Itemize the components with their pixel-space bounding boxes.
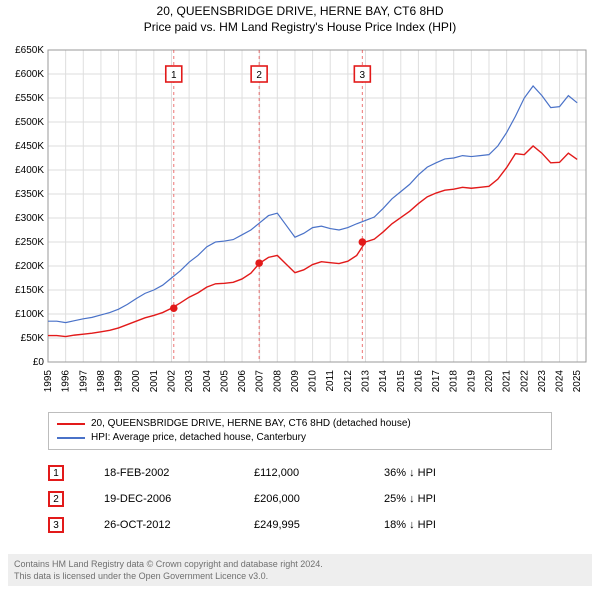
svg-text:2010: 2010 xyxy=(308,370,319,393)
sale-price: £112,000 xyxy=(254,467,384,479)
sale-row: 3 26-OCT-2012£249,99518% ↓ HPI xyxy=(48,512,552,538)
svg-text:2005: 2005 xyxy=(219,370,230,393)
svg-text:3: 3 xyxy=(360,70,366,81)
sale-price: £249,995 xyxy=(254,519,384,531)
sale-date: 19-DEC-2006 xyxy=(104,493,254,505)
svg-text:2015: 2015 xyxy=(396,370,407,393)
sale-diff: 25% ↓ HPI xyxy=(384,493,484,505)
svg-text:2001: 2001 xyxy=(149,370,160,393)
svg-text:2022: 2022 xyxy=(519,370,530,393)
svg-text:2002: 2002 xyxy=(166,370,177,393)
svg-text:2: 2 xyxy=(256,70,262,81)
legend-item: 20, QUEENSBRIDGE DRIVE, HERNE BAY, CT6 8… xyxy=(57,417,543,431)
sale-row: 1 18-FEB-2002£112,00036% ↓ HPI xyxy=(48,460,552,486)
svg-text:£50K: £50K xyxy=(21,333,45,344)
svg-text:£250K: £250K xyxy=(15,237,44,248)
footer-line1: Contains HM Land Registry data © Crown c… xyxy=(14,558,586,570)
svg-text:£300K: £300K xyxy=(15,213,44,224)
svg-text:£500K: £500K xyxy=(15,117,44,128)
svg-text:2006: 2006 xyxy=(237,370,248,393)
sale-diff: 18% ↓ HPI xyxy=(384,519,484,531)
legend-label: 20, QUEENSBRIDGE DRIVE, HERNE BAY, CT6 8… xyxy=(91,417,411,431)
legend-swatch xyxy=(57,423,85,425)
svg-text:1: 1 xyxy=(171,70,177,81)
svg-text:1997: 1997 xyxy=(78,370,89,393)
sales-table: 1 18-FEB-2002£112,00036% ↓ HPI 2 19-DEC-200… xyxy=(48,460,552,538)
svg-text:2024: 2024 xyxy=(555,370,566,393)
svg-text:2023: 2023 xyxy=(537,370,548,393)
svg-text:2003: 2003 xyxy=(184,370,195,393)
svg-text:£0: £0 xyxy=(33,357,45,368)
chart-title-block: 20, QUEENSBRIDGE DRIVE, HERNE BAY, CT6 8… xyxy=(0,0,600,34)
svg-text:1996: 1996 xyxy=(61,370,72,393)
svg-text:2013: 2013 xyxy=(361,370,372,393)
sale-date: 26-OCT-2012 xyxy=(104,519,254,531)
svg-text:2008: 2008 xyxy=(272,370,283,393)
sale-date: 18-FEB-2002 xyxy=(104,467,254,479)
svg-text:2012: 2012 xyxy=(343,370,354,393)
sale-diff: 36% ↓ HPI xyxy=(384,467,484,479)
svg-text:1998: 1998 xyxy=(96,370,107,393)
footer-attribution: Contains HM Land Registry data © Crown c… xyxy=(8,554,592,586)
svg-text:£150K: £150K xyxy=(15,285,44,296)
footer-line2: This data is licensed under the Open Gov… xyxy=(14,570,586,582)
svg-text:2019: 2019 xyxy=(466,370,477,393)
svg-text:1995: 1995 xyxy=(43,370,54,393)
svg-text:2017: 2017 xyxy=(431,370,442,393)
svg-text:£550K: £550K xyxy=(15,93,44,104)
svg-text:£200K: £200K xyxy=(15,261,44,272)
svg-text:2020: 2020 xyxy=(484,370,495,393)
svg-text:2025: 2025 xyxy=(572,370,583,393)
sale-row: 2 19-DEC-2006£206,00025% ↓ HPI xyxy=(48,486,552,512)
legend: 20, QUEENSBRIDGE DRIVE, HERNE BAY, CT6 8… xyxy=(48,412,552,450)
svg-text:2011: 2011 xyxy=(325,370,336,392)
svg-text:1999: 1999 xyxy=(114,370,125,393)
chart-area: £0 £50K £100K £150K £200K £250K £300K £350K £400… xyxy=(8,42,592,402)
legend-label: HPI: Average price, detached house, Cant… xyxy=(91,431,306,445)
svg-text:£650K: £650K xyxy=(15,45,44,56)
svg-text:2018: 2018 xyxy=(449,370,460,393)
sale-badge: 1 xyxy=(48,465,64,481)
chart-title-line1: 20, QUEENSBRIDGE DRIVE, HERNE BAY, CT6 8… xyxy=(0,4,600,18)
sale-badge: 3 xyxy=(48,517,64,533)
svg-text:2000: 2000 xyxy=(131,370,142,393)
svg-text:2009: 2009 xyxy=(290,370,301,393)
sale-badge: 2 xyxy=(48,491,64,507)
svg-text:2007: 2007 xyxy=(255,370,266,393)
svg-text:£350K: £350K xyxy=(15,189,44,200)
line-chart-svg: £0 £50K £100K £150K £200K £250K £300K £350K £400… xyxy=(8,42,592,402)
svg-text:£100K: £100K xyxy=(15,309,44,320)
svg-text:£400K: £400K xyxy=(15,165,44,176)
svg-text:£450K: £450K xyxy=(15,141,44,152)
sale-price: £206,000 xyxy=(254,493,384,505)
svg-text:2014: 2014 xyxy=(378,370,389,393)
svg-text:2004: 2004 xyxy=(202,370,213,393)
legend-swatch xyxy=(57,437,85,439)
svg-text:2016: 2016 xyxy=(413,370,424,393)
svg-text:£600K: £600K xyxy=(15,69,44,80)
chart-title-line2: Price paid vs. HM Land Registry's House … xyxy=(0,20,600,34)
legend-item: HPI: Average price, detached house, Cant… xyxy=(57,431,543,445)
svg-text:2021: 2021 xyxy=(502,370,513,393)
